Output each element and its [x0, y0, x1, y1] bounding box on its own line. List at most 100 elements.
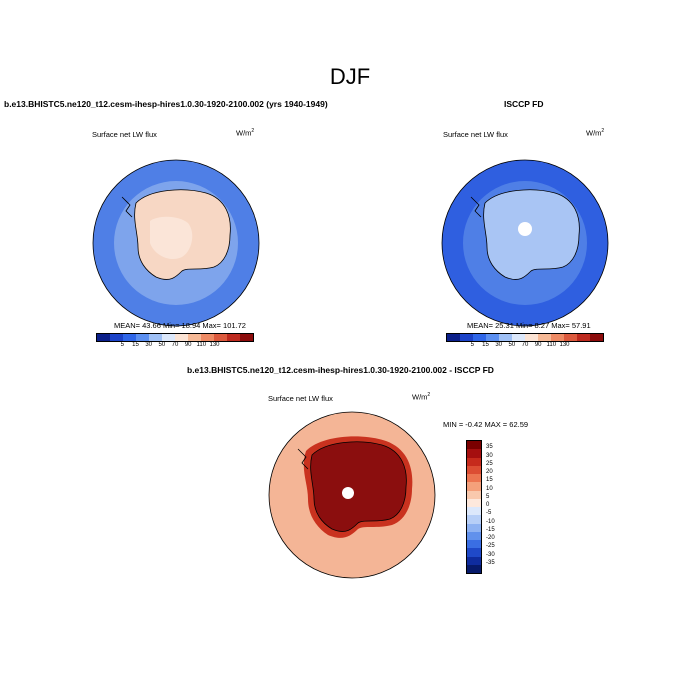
colorbar-swatch — [240, 334, 253, 341]
diff-peninsula-coastline — [297, 448, 309, 470]
obs-map-border — [441, 159, 609, 327]
colorbar-swatch — [467, 523, 481, 532]
model-stats: MEAN= 43.66 Min= 18.94 Max= 101.72 — [114, 321, 246, 330]
model-variable-label: Surface net LW flux — [92, 130, 157, 139]
obs-coastline — [483, 189, 580, 280]
model-colorbar: 5 15 30 50 70 90 110 130 — [96, 333, 254, 350]
obs-panel-heading: ISCCP FD — [504, 99, 544, 109]
colorbar-tick-label: -5 — [486, 510, 492, 517]
diff-colorbar-swatches — [466, 440, 482, 574]
colorbar-tick-label: 130 — [559, 342, 570, 348]
colorbar-swatch — [564, 334, 577, 341]
colorbar-swatch — [590, 334, 603, 341]
colorbar-swatch — [512, 334, 525, 341]
obs-colorbar-labels: 5 15 30 50 70 90 110 130 — [446, 342, 604, 350]
colorbar-swatch — [499, 334, 512, 341]
model-panel-heading: b.e13.BHISTC5.ne120_t12.cesm-ihesp-hires… — [4, 99, 328, 109]
colorbar-swatch — [467, 556, 481, 565]
colorbar-swatch — [447, 334, 460, 341]
diff-colorbar: 35 30 25 20 15 10 5 0 -5 -10 -15 -20 -25 -30 -35 — [466, 440, 495, 574]
colorbar-tick-label: 110 — [546, 342, 557, 348]
diff-units-label: W/m2 — [412, 392, 431, 402]
colorbar-tick-label: 25 — [486, 460, 493, 467]
colorbar-tick-label: 70 — [521, 342, 529, 348]
colorbar-tick-label: 15 — [486, 477, 493, 484]
colorbar-swatch — [467, 507, 481, 516]
colorbar-tick-label: -10 — [486, 518, 495, 525]
colorbar-tick-label: -20 — [486, 535, 495, 541]
colorbar-swatch — [175, 334, 188, 341]
diff-coastline — [310, 441, 407, 532]
model-colorbar-swatches — [96, 333, 254, 342]
colorbar-swatch — [123, 334, 136, 341]
diff-map-border — [268, 411, 436, 579]
obs-units-label: W/m2 — [586, 128, 605, 138]
colorbar-swatch — [577, 334, 590, 341]
colorbar-swatch — [467, 490, 481, 499]
colorbar-tick-label: 35 — [486, 444, 493, 451]
colorbar-tick-label: 50 — [508, 342, 516, 348]
colorbar-swatch — [538, 334, 551, 341]
colorbar-tick-label: -25 — [486, 543, 495, 550]
colorbar-swatch — [467, 548, 481, 557]
model-plateau-field — [150, 216, 193, 260]
colorbar-swatch — [467, 449, 481, 458]
colorbar-swatch — [467, 465, 481, 474]
model-polar-map — [92, 159, 260, 327]
colorbar-swatch — [525, 334, 538, 341]
colorbar-swatch — [460, 334, 473, 341]
colorbar-tick-label: 90 — [534, 342, 542, 348]
colorbar-tick-label: 5 — [470, 342, 474, 348]
diff-panel-heading: b.e13.BHISTC5.ne120_t12.cesm-ihesp-hires… — [187, 365, 494, 375]
colorbar-tick-label: 30 — [495, 342, 502, 348]
colorbar-tick-label: -15 — [486, 526, 495, 533]
diff-pole-hole — [342, 487, 354, 499]
diff-antarctica-land — [310, 441, 407, 532]
colorbar-swatch — [97, 334, 110, 341]
obs-stats: MEAN= 25.31 Min= 8.27 Max= 57.91 — [467, 321, 591, 330]
obs-antarctica-land — [483, 189, 580, 280]
colorbar-swatch — [467, 474, 481, 483]
colorbar-swatch — [188, 334, 201, 341]
obs-peninsula-coastline — [470, 196, 482, 218]
colorbar-tick-label: 0 — [486, 502, 490, 508]
colorbar-swatch — [467, 540, 481, 549]
colorbar-tick-label: 130 — [209, 342, 220, 348]
diff-polar-map — [268, 411, 436, 579]
model-peninsula-coastline — [121, 196, 133, 218]
colorbar-swatch — [201, 334, 214, 341]
obs-colorbar-swatches — [446, 333, 604, 342]
colorbar-tick-label: 90 — [184, 342, 192, 348]
colorbar-tick-label: 20 — [486, 469, 493, 475]
page-title: DJF — [329, 64, 371, 89]
colorbar-swatch — [551, 334, 564, 341]
model-colorbar-labels: 5 15 30 50 70 90 110 130 — [96, 342, 254, 350]
obs-variable-label: Surface net LW flux — [443, 130, 508, 139]
colorbar-tick-label: 15 — [132, 342, 139, 348]
colorbar-tick-label: 30 — [486, 452, 493, 459]
colorbar-swatch — [467, 441, 481, 450]
diff-variable-label: Surface net LW flux — [268, 394, 333, 403]
colorbar-swatch — [149, 334, 162, 341]
colorbar-swatch — [467, 515, 481, 524]
colorbar-swatch — [136, 334, 149, 341]
colorbar-swatch — [473, 334, 486, 341]
colorbar-tick-label: 10 — [486, 485, 493, 492]
obs-colorbar: 5 15 30 50 70 90 110 130 — [446, 333, 604, 350]
colorbar-swatch — [214, 334, 227, 341]
diff-stats: MIN = -0.42 MAX = 62.59 — [443, 420, 529, 429]
colorbar-tick-label: 5 — [120, 342, 124, 348]
colorbar-tick-label: -30 — [486, 551, 495, 558]
colorbar-tick-label: 5 — [486, 493, 490, 500]
colorbar-tick-label: 110 — [196, 342, 207, 348]
model-map-border — [92, 159, 260, 327]
colorbar-swatch — [162, 334, 175, 341]
colorbar-tick-label: -35 — [486, 559, 495, 566]
colorbar-swatch — [486, 334, 499, 341]
colorbar-swatch — [467, 564, 481, 573]
colorbar-tick-label: 50 — [158, 342, 166, 348]
colorbar-swatch — [110, 334, 123, 341]
obs-polar-map — [441, 159, 609, 327]
model-coastline — [134, 189, 231, 280]
colorbar-swatch — [467, 482, 481, 491]
